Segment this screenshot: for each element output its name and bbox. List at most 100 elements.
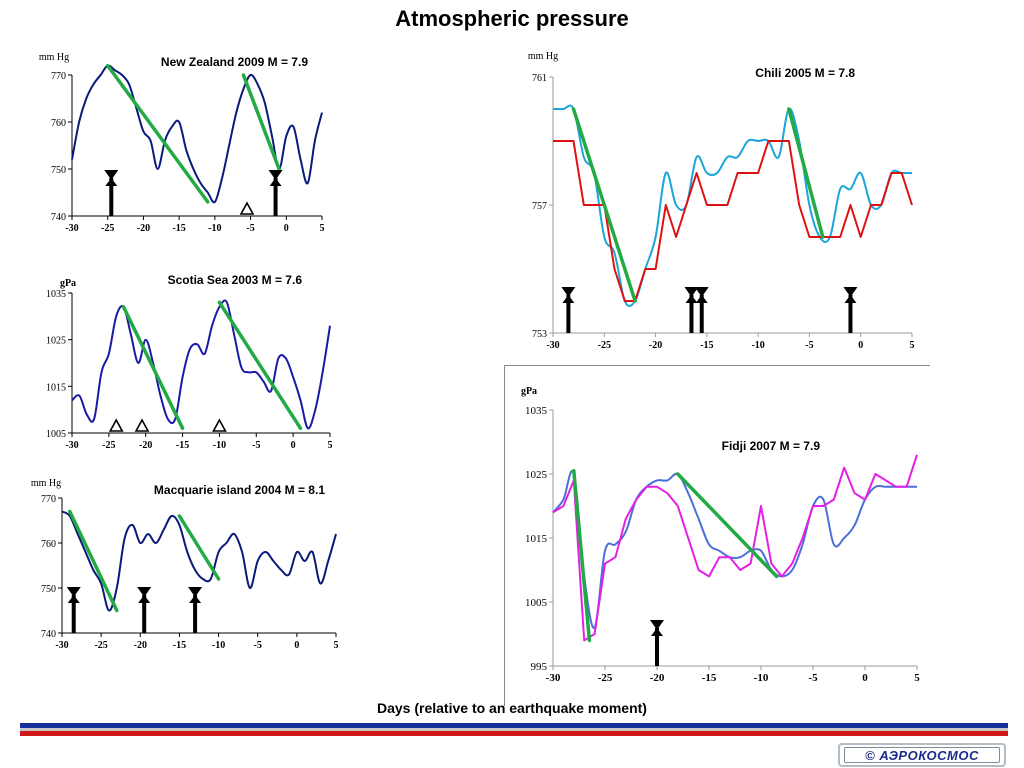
x-tick-label: -25 [102,440,115,451]
y-tick-label: 760 [41,539,56,550]
event-arrow-marker [694,287,709,333]
event-arrow-stem [193,595,198,633]
series-line-1 [553,140,913,302]
x-tick-label: -5 [252,440,260,451]
y-axis-label: mm Hg [31,478,61,489]
y-tick-label: 740 [51,212,66,223]
x-tick-label: 0 [291,440,296,451]
triangle-marker [108,418,124,432]
y-tick-label: 761 [532,73,547,84]
event-arrow-head-up [695,295,708,303]
event-arrow-marker [650,620,664,666]
trend-line [105,63,210,204]
y-tick-label: 1025 [525,469,548,481]
chart-new-zealand: -30 -25 -20 -15 -10 -5 0 5 740 750 760 770 mm Hg New … [39,52,325,234]
x-tick-label: -10 [208,223,221,234]
footer-stripe-red [20,731,1008,736]
chart-fiji: -30 -25 -20 -15 -10 -5 0 5 995 1005 1015 1025 1035 gP… [521,386,920,684]
chart-title: Chili 2005 M = 7.8 [755,66,855,80]
event-arrow-marker [66,587,81,633]
event-arrow-stem [142,595,147,633]
trend-line [787,107,825,239]
y-tick-label: 760 [51,118,66,129]
event-arrow-stem [109,178,114,216]
trend-line [121,305,185,431]
y-tick-label: 770 [51,71,66,82]
x-tick-label: -25 [598,672,613,684]
event-arrow-head-up [105,178,118,186]
x-tick-label: -5 [805,340,813,351]
y-tick-label: 750 [51,165,66,176]
footer-stripe-blue [20,723,1008,728]
event-arrow-head-up [562,295,575,303]
event-arrow-stem [71,595,76,633]
x-tick-label: -30 [65,223,78,234]
y-axis-label: mm Hg [39,52,69,63]
x-tick-label: -10 [754,672,769,684]
y-tick-label: 1015 [46,382,66,393]
event-arrow-head-down [561,287,576,297]
x-tick-label: -25 [94,640,107,651]
trend-line [217,300,303,431]
series-line-0 [71,299,331,430]
x-tick-label: -10 [751,340,764,351]
y-tick-label: 770 [41,494,56,505]
y-tick-label: 757 [532,201,547,212]
y-tick-label: 1035 [46,289,66,300]
triangle-marker [212,418,227,432]
x-tick-label: 5 [320,223,325,234]
y-tick-label: 750 [41,584,56,595]
trend-line [241,73,281,171]
event-arrow-marker [188,587,203,633]
series-line-0 [552,104,912,307]
event-arrow-head-down [843,287,858,297]
event-arrow-marker [104,170,119,216]
event-arrow-head-up [651,628,663,636]
x-axis-caption: Days (relative to an earthquake moment) [377,700,647,716]
x-tick-label: -5 [246,223,254,234]
y-axis-label: mm Hg [528,51,558,62]
x-tick-label: 0 [294,640,299,651]
triangle-marker [239,201,255,215]
y-tick-label: 995 [531,661,548,673]
x-tick-label: -20 [137,223,150,234]
event-arrow-head-down [104,170,119,180]
event-arrow-head-up [67,595,80,603]
chart-title: Scotia Sea 2003 M = 7.6 [168,273,303,287]
x-tick-label: -30 [546,672,561,684]
x-tick-label: -30 [65,440,78,451]
event-arrow-marker [268,170,283,216]
x-tick-label: -15 [172,223,185,234]
x-tick-label: 5 [334,640,339,651]
triangle-marker [134,418,150,432]
chart-macquarie-island: -30 -25 -20 -15 -10 -5 0 5 740 750 760 770 mm Hg Macq… [31,478,339,651]
x-tick-label: -15 [173,640,186,651]
trend-line [177,514,221,581]
x-tick-label: -20 [134,640,147,651]
y-tick-label: 1035 [525,405,548,417]
chart-title: Macquarie island 2004 M = 8.1 [154,483,325,497]
event-arrow-head-down [650,620,664,630]
event-arrow-head-up [844,295,857,303]
event-arrow-stem [689,295,694,333]
x-tick-label: -10 [213,440,226,451]
x-tick-label: -20 [649,340,662,351]
y-tick-label: 1015 [525,533,548,545]
x-tick-label: -30 [55,640,68,651]
fiji-panel-frame [504,365,930,706]
x-tick-label: -15 [176,440,189,451]
y-tick-label: 753 [532,329,547,340]
logo-text: © АЭРОКОСМОС [844,747,1000,763]
x-tick-label: 5 [910,340,915,351]
x-tick-label: -15 [700,340,713,351]
event-arrow-marker [561,287,576,333]
y-tick-label: 1025 [46,336,66,347]
event-arrow-head-down [684,287,699,297]
x-tick-label: -5 [254,640,262,651]
x-tick-label: -25 [101,223,114,234]
event-arrow-head-up [138,595,151,603]
event-arrow-marker [684,287,699,333]
y-tick-label: 1005 [525,597,548,609]
x-tick-label: 5 [328,440,333,451]
